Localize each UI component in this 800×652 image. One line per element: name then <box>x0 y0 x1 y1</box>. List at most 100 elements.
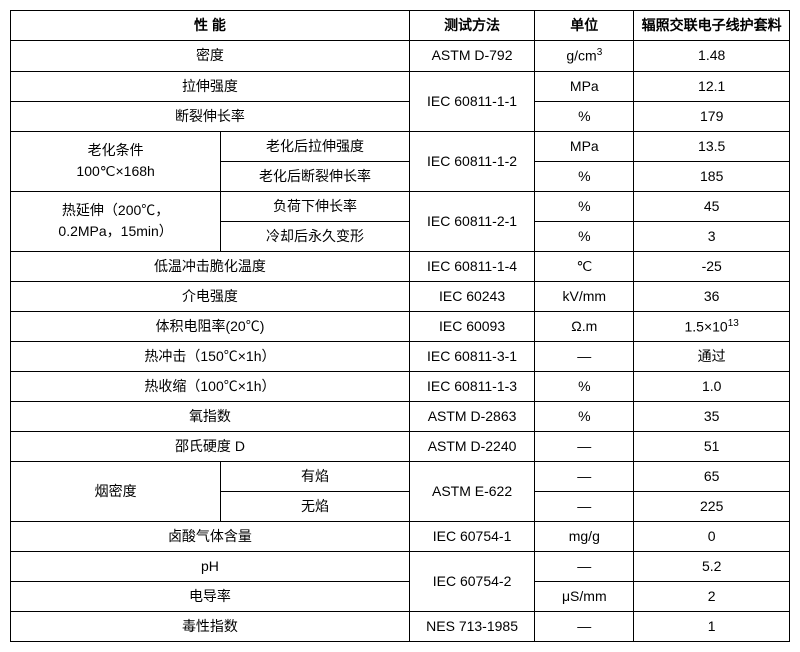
properties-table: 性 能 测试方法 单位 辐照交联电子线护套料 密度 ASTM D-792 g/c… <box>10 10 790 642</box>
prop-cell: 有焰 <box>221 462 410 492</box>
table-row: 毒性指数 NES 713-1985 — 1 <box>11 612 790 642</box>
value-cell: 51 <box>634 432 790 462</box>
table-row: 低温冲击脆化温度 IEC 60811-1-4 ℃ -25 <box>11 251 790 281</box>
group-label-cell: 老化条件 100℃×168h <box>11 131 221 191</box>
prop-cell: 体积电阻率(20℃) <box>11 311 410 342</box>
group-label-line1: 热延伸（200℃， <box>62 202 169 218</box>
unit-cell: MPa <box>535 131 634 161</box>
value-cell: 12.1 <box>634 71 790 101</box>
table-row: 密度 ASTM D-792 g/cm3 1.48 <box>11 41 790 72</box>
table-row: 热冲击（150℃×1h） IEC 60811-3-1 — 通过 <box>11 342 790 372</box>
group-label-line2: 0.2MPa，15min） <box>58 223 172 239</box>
table-row: 烟密度 有焰 ASTM E-622 — 65 <box>11 462 790 492</box>
value-cell: 1.0 <box>634 372 790 402</box>
unit-cell: kV/mm <box>535 281 634 311</box>
value-cell: 185 <box>634 161 790 191</box>
prop-cell: 低温冲击脆化温度 <box>11 251 410 281</box>
method-cell: IEC 60811-3-1 <box>409 342 534 372</box>
group-label-line2: 100℃×168h <box>76 163 154 179</box>
table-row: 电导率 μS/mm 2 <box>11 582 790 612</box>
method-cell: ASTM D-792 <box>409 41 534 72</box>
method-cell: IEC 60093 <box>409 311 534 342</box>
table-row: 体积电阻率(20℃) IEC 60093 Ω.m 1.5×1013 <box>11 311 790 342</box>
value-cell: 179 <box>634 101 790 131</box>
unit-cell: g/cm3 <box>535 41 634 72</box>
value-cell: 2 <box>634 582 790 612</box>
header-row: 性 能 测试方法 单位 辐照交联电子线护套料 <box>11 11 790 41</box>
prop-cell: 毒性指数 <box>11 612 410 642</box>
unit-cell: — <box>535 492 634 522</box>
unit-cell: — <box>535 432 634 462</box>
group-label-cell: 烟密度 <box>11 462 221 522</box>
unit-cell: — <box>535 612 634 642</box>
method-cell: IEC 60754-2 <box>409 552 534 612</box>
value-cell: 35 <box>634 402 790 432</box>
header-unit: 单位 <box>535 11 634 41</box>
table-row: 邵氏硬度 D ASTM D-2240 — 51 <box>11 432 790 462</box>
table-row: pH IEC 60754-2 — 5.2 <box>11 552 790 582</box>
header-value: 辐照交联电子线护套料 <box>634 11 790 41</box>
prop-cell: 氧指数 <box>11 402 410 432</box>
unit-cell: — <box>535 462 634 492</box>
method-cell: ASTM D-2863 <box>409 402 534 432</box>
header-property: 性 能 <box>11 11 410 41</box>
table-row: 氧指数 ASTM D-2863 % 35 <box>11 402 790 432</box>
value-cell: 通过 <box>634 342 790 372</box>
value-cell: 1.5×1013 <box>634 311 790 342</box>
method-cell: IEC 60811-1-2 <box>409 131 534 191</box>
value-cell: 5.2 <box>634 552 790 582</box>
prop-cell: 电导率 <box>11 582 410 612</box>
value-cell: 3 <box>634 221 790 251</box>
unit-cell: — <box>535 552 634 582</box>
value-cell: 225 <box>634 492 790 522</box>
method-cell: IEC 60243 <box>409 281 534 311</box>
unit-cell: % <box>535 101 634 131</box>
prop-cell: 断裂伸长率 <box>11 101 410 131</box>
prop-cell: 老化后断裂伸长率 <box>221 161 410 191</box>
prop-cell: 负荷下伸长率 <box>221 191 410 221</box>
unit-cell: μS/mm <box>535 582 634 612</box>
unit-cell: % <box>535 402 634 432</box>
method-cell: IEC 60811-1-4 <box>409 251 534 281</box>
prop-cell: 冷却后永久变形 <box>221 221 410 251</box>
value-cell: 1 <box>634 612 790 642</box>
method-cell: ASTM E-622 <box>409 462 534 522</box>
prop-cell: 热冲击（150℃×1h） <box>11 342 410 372</box>
table-row: 老化条件 100℃×168h 老化后拉伸强度 IEC 60811-1-2 MPa… <box>11 131 790 161</box>
table-row: 拉伸强度 IEC 60811-1-1 MPa 12.1 <box>11 71 790 101</box>
prop-cell: 拉伸强度 <box>11 71 410 101</box>
method-cell: IEC 60811-1-1 <box>409 71 534 131</box>
unit-cell: mg/g <box>535 522 634 552</box>
prop-cell: pH <box>11 552 410 582</box>
unit-cell: — <box>535 342 634 372</box>
unit-cell: ℃ <box>535 251 634 281</box>
unit-cell: MPa <box>535 71 634 101</box>
header-method: 测试方法 <box>409 11 534 41</box>
table-row: 断裂伸长率 % 179 <box>11 101 790 131</box>
value-cell: -25 <box>634 251 790 281</box>
value-cell: 0 <box>634 522 790 552</box>
prop-cell: 老化后拉伸强度 <box>221 131 410 161</box>
prop-cell: 无焰 <box>221 492 410 522</box>
method-cell: ASTM D-2240 <box>409 432 534 462</box>
table-row: 介电强度 IEC 60243 kV/mm 36 <box>11 281 790 311</box>
unit-cell: % <box>535 372 634 402</box>
method-cell: NES 713-1985 <box>409 612 534 642</box>
prop-cell: 密度 <box>11 41 410 72</box>
value-cell: 65 <box>634 462 790 492</box>
group-label-line1: 老化条件 <box>88 142 144 158</box>
prop-cell: 热收缩（100℃×1h） <box>11 372 410 402</box>
prop-cell: 卤酸气体含量 <box>11 522 410 552</box>
unit-cell: % <box>535 191 634 221</box>
table-row: 卤酸气体含量 IEC 60754-1 mg/g 0 <box>11 522 790 552</box>
group-label-cell: 热延伸（200℃， 0.2MPa，15min） <box>11 191 221 251</box>
value-cell: 45 <box>634 191 790 221</box>
prop-cell: 邵氏硬度 D <box>11 432 410 462</box>
unit-cell: Ω.m <box>535 311 634 342</box>
method-cell: IEC 60811-2-1 <box>409 191 534 251</box>
prop-cell: 介电强度 <box>11 281 410 311</box>
unit-cell: % <box>535 161 634 191</box>
value-cell: 36 <box>634 281 790 311</box>
value-cell: 1.48 <box>634 41 790 72</box>
table-row: 热收缩（100℃×1h） IEC 60811-1-3 % 1.0 <box>11 372 790 402</box>
